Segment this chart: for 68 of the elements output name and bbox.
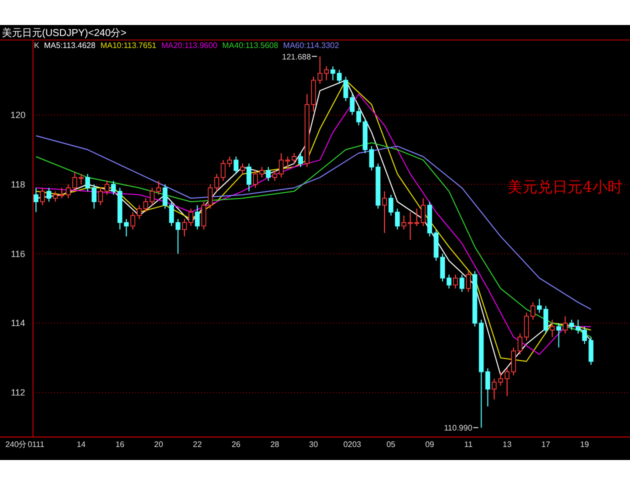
candlestick <box>414 208 420 227</box>
candlestick <box>234 156 238 174</box>
x-tick-label: 30 <box>309 440 318 449</box>
text: MA20:113.9600 <box>161 41 218 50</box>
y-tick-label: 118 <box>10 179 26 190</box>
y-tick-label: 120 <box>10 110 26 120</box>
candlestick <box>420 198 426 227</box>
candlestick <box>408 212 413 240</box>
chart-title: 美元日元(USDJPY)<240分> <box>2 27 127 39</box>
y-tick-label: 112 <box>10 388 26 398</box>
candlestick <box>78 173 84 185</box>
candlestick <box>40 187 45 206</box>
candlestick <box>401 215 406 230</box>
x-tick-label: 0111 <box>28 440 45 449</box>
candlestick <box>240 163 245 174</box>
line-series <box>36 135 592 310</box>
text: MA10:113.7651 <box>100 41 157 50</box>
candlestick <box>453 274 458 289</box>
candlestick <box>562 316 568 334</box>
y-tick-label: 114 <box>10 318 26 328</box>
candlestick <box>201 201 206 230</box>
x-tick-label: 16 <box>115 440 125 449</box>
annotation: 美元兑日元4小时 <box>508 178 622 196</box>
candlestick <box>382 190 387 234</box>
text: MA40:113.5608 <box>222 41 279 50</box>
x-tick-label: 05 <box>386 440 396 449</box>
x-tick-label: 0203 <box>343 440 362 449</box>
candlestick <box>550 319 555 338</box>
x-tick-label: 19 <box>580 440 590 449</box>
x-tick-label: 13 <box>502 440 512 449</box>
candlestick <box>278 152 284 178</box>
candlestick <box>343 76 348 102</box>
x-tick-label: 09 <box>425 440 435 449</box>
candlestick <box>136 204 142 220</box>
candlestick <box>492 378 497 400</box>
candlestick <box>214 173 220 192</box>
candlestick <box>130 212 136 230</box>
x-tick-label: 26 <box>232 440 242 449</box>
candlestick <box>266 166 271 182</box>
text: MA5:113.4628 <box>44 41 96 50</box>
text: MA60:114.3302 <box>283 41 340 50</box>
x-tick-label: 17 <box>541 440 551 449</box>
candlestick <box>72 172 78 192</box>
y-tick-label: 116 <box>10 248 26 259</box>
candlestick <box>208 184 213 210</box>
candlestick <box>34 187 38 213</box>
candlestick <box>298 152 303 168</box>
legend-title: K <box>34 41 40 50</box>
candlestick <box>460 274 464 292</box>
x-axis-title: 240分 <box>5 440 27 449</box>
x-tick-label: 28 <box>270 440 280 449</box>
candlestick <box>272 170 278 182</box>
annotation: 110.990 <box>444 424 473 433</box>
candlestick <box>466 270 471 292</box>
line-series <box>36 142 592 338</box>
candlestick <box>556 322 562 348</box>
candlestick <box>143 198 148 213</box>
candlestick <box>485 368 490 407</box>
candlestick <box>46 187 52 202</box>
x-tick-label: 22 <box>192 440 202 449</box>
candlestick <box>66 184 71 199</box>
x-tick-label: 11 <box>464 440 474 449</box>
candlestick <box>194 204 200 230</box>
x-tick-label: 14 <box>76 440 86 449</box>
candlestick <box>246 163 252 192</box>
x-tick-label: 20 <box>154 440 164 449</box>
annotation: 121.688 <box>282 52 312 62</box>
candlestick <box>350 94 355 116</box>
